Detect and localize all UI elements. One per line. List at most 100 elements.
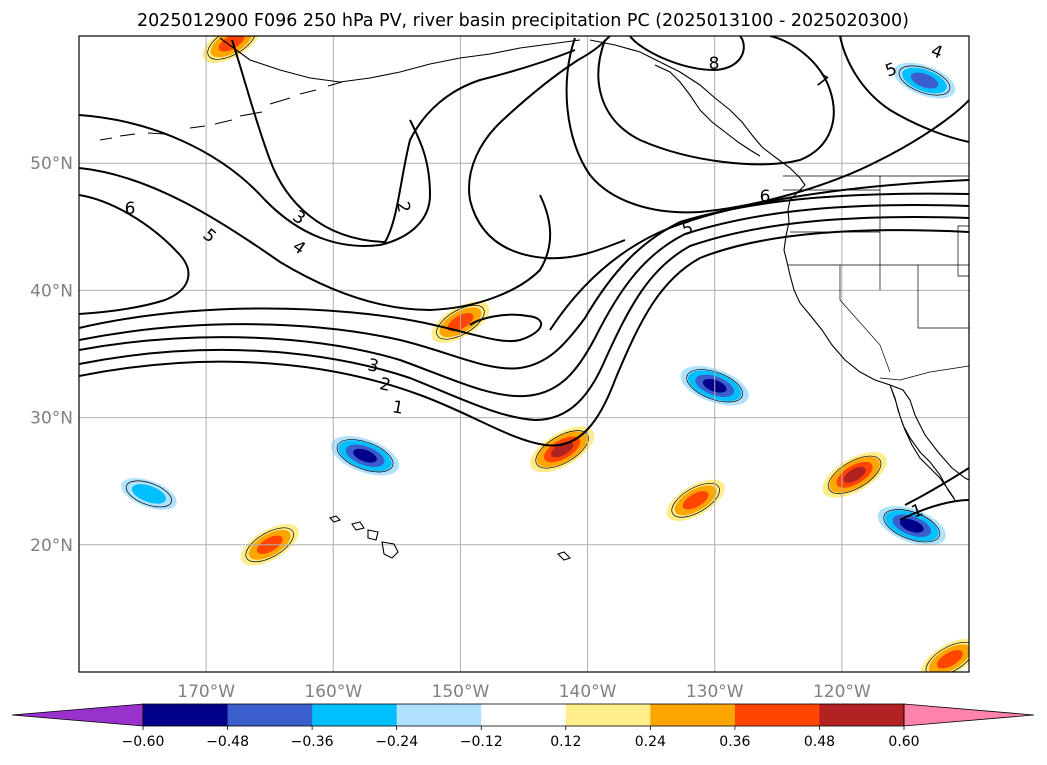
precip-band xyxy=(353,448,377,463)
colorbar-segment xyxy=(227,704,313,726)
precip-feature xyxy=(202,36,261,64)
precip-contour xyxy=(925,641,969,672)
contour-label-5-east: 5 xyxy=(680,218,696,240)
precip-contour xyxy=(686,369,744,403)
contour-label-6-east: 6 xyxy=(760,187,771,207)
y-tick-label: 50°N xyxy=(30,154,73,174)
map-area: 1 2 3 4 5 6 3 2 5 6 7 8 5 4 1 xyxy=(79,36,969,672)
precip-contour xyxy=(671,482,720,518)
x-tick-label: 120°W xyxy=(813,682,871,702)
colorbar-tick-label: −0.12 xyxy=(460,734,503,750)
colorbar-segment xyxy=(565,704,651,726)
precip-band xyxy=(899,518,924,533)
pv-contour-ridge xyxy=(468,36,626,260)
colorbar: −0.60 −0.48 −0.36 −0.24 −0.12 0.12 0.24 0.36 0.4… xyxy=(11,703,1035,750)
precip-band xyxy=(218,36,245,52)
aleutian-islands xyxy=(99,81,343,141)
colorbar-segment xyxy=(481,704,567,726)
precip-contour xyxy=(336,439,394,473)
colorbar-frame xyxy=(142,703,905,727)
contour-label-4-ne: 4 xyxy=(928,41,945,63)
north-america-west-coast xyxy=(589,39,969,481)
precip-band xyxy=(910,72,939,89)
contour-label-6-left: 6 xyxy=(125,199,136,219)
baja-california xyxy=(889,384,956,501)
precip-feature xyxy=(121,478,177,510)
precip-band xyxy=(131,484,166,504)
colorbar-segment xyxy=(819,704,905,726)
colorbar-tick-label: 0.60 xyxy=(888,734,919,750)
colorbar-tick-label: 0.48 xyxy=(804,734,835,750)
y-tick-label: 30°N xyxy=(30,409,73,429)
precip-band xyxy=(843,466,866,483)
alaska-coast xyxy=(219,37,581,83)
precip-shading-layer xyxy=(121,36,969,672)
colorbar-segment xyxy=(396,704,482,726)
state-borders xyxy=(783,176,969,329)
colorbar-tick-label: 0.12 xyxy=(550,734,581,750)
colorbar-tick-label: 0.24 xyxy=(635,734,666,750)
colorbar-tick-label: −0.60 xyxy=(122,734,165,750)
pv-contour-1-se xyxy=(904,467,969,506)
pv-contour-upper-3 xyxy=(79,114,431,247)
pv-contour-labels: 1 2 3 4 5 6 3 2 5 6 7 8 5 4 1 xyxy=(125,41,946,522)
us-mexico-border xyxy=(879,365,969,381)
political-borders xyxy=(783,175,969,381)
x-tick-label: 130°W xyxy=(686,682,744,702)
precip-contour xyxy=(125,480,172,508)
pv-contour-left-6 xyxy=(79,194,190,315)
pv-contour-2-center xyxy=(231,39,576,244)
x-tick-label: 170°W xyxy=(177,682,235,702)
pv-contour-8 xyxy=(629,36,745,72)
chart-title: 2025012900 F096 250 hPa PV, river basin … xyxy=(137,11,909,31)
colorbar-segment xyxy=(650,704,736,726)
x-tick-label: 160°W xyxy=(304,682,362,702)
colorbar-tick-label: −0.48 xyxy=(206,734,249,750)
x-tick-label: 150°W xyxy=(432,682,490,702)
contour-label-1: 1 xyxy=(391,397,405,419)
pv-contour-left-5 xyxy=(79,167,552,312)
contour-label-7: 7 xyxy=(812,70,831,93)
bc-islands xyxy=(654,64,761,157)
precip-feature xyxy=(920,638,969,672)
precip-contour xyxy=(207,36,256,60)
pv-contour-2 xyxy=(79,216,969,422)
contour-label-3: 3 xyxy=(366,355,381,377)
gridlines xyxy=(79,36,969,672)
contour-label-5-left: 5 xyxy=(199,225,220,247)
pv-contour-7 xyxy=(597,36,835,166)
precip-contour xyxy=(898,65,951,96)
colorbar-segment xyxy=(312,704,398,726)
colorbar-tick-label: −0.24 xyxy=(375,734,418,750)
y-tick-labels: 20°N 30°N 40°N 50°N xyxy=(30,154,73,556)
contour-label-4: 4 xyxy=(289,237,309,260)
colorbar-tick-label: 0.36 xyxy=(719,734,750,750)
precip-contour xyxy=(245,527,294,563)
precip-contour xyxy=(827,455,882,494)
contour-label-3-upper: 3 xyxy=(289,207,309,230)
pv-contour-1 xyxy=(79,229,969,447)
hawaii-islands xyxy=(328,515,399,559)
colorbar-extend-low xyxy=(11,703,144,727)
contour-label-2: 2 xyxy=(378,374,393,396)
precip-feature xyxy=(330,436,400,476)
small-island-south xyxy=(556,551,572,561)
precip-band xyxy=(682,491,709,510)
pv-contour-5 xyxy=(79,179,969,343)
y-tick-label: 20°N xyxy=(30,536,73,556)
california-nevada-border xyxy=(839,265,891,373)
pv-contour-4 xyxy=(79,192,969,370)
precip-feature xyxy=(666,479,725,521)
x-tick-labels: 170°W 160°W 150°W 140°W 130°W 120°W xyxy=(177,682,871,702)
pv-contour-6-east xyxy=(565,37,969,214)
precip-band xyxy=(550,441,574,458)
colorbar-tick-label: −0.36 xyxy=(291,734,334,750)
colorbar-segment xyxy=(734,704,820,726)
pv-contour-se-blob xyxy=(899,499,969,521)
precip-feature xyxy=(877,505,946,546)
coastlines xyxy=(99,37,969,561)
contour-label-2-center: 2 xyxy=(392,200,414,214)
x-tick-label: 140°W xyxy=(559,682,617,702)
pv-contours xyxy=(79,36,969,521)
